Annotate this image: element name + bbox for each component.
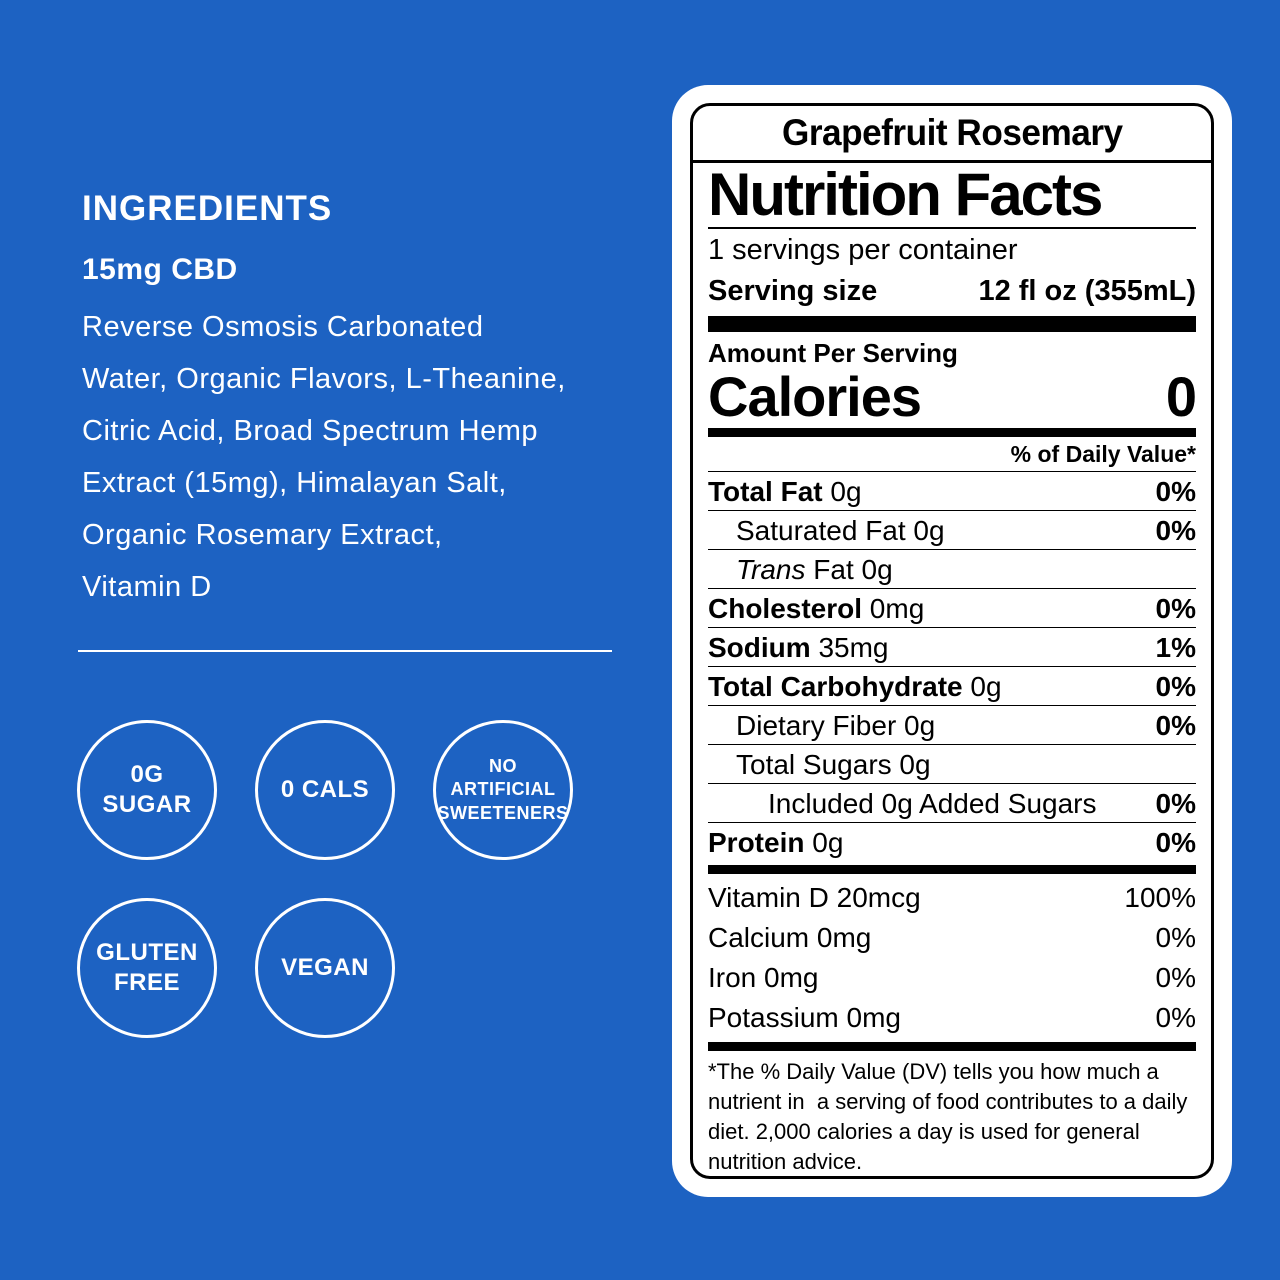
vitamin-row-calcium: Calcium 0mg 0% xyxy=(708,922,1196,954)
calories-value: 0 xyxy=(1165,365,1197,428)
horizontal-divider xyxy=(78,650,612,652)
dv-saturated-fat: 0% xyxy=(1155,515,1196,547)
amount-per-serving: Amount Per Serving xyxy=(708,338,958,368)
nutrient-row-total-fat: Total Fat 0g 0% xyxy=(708,472,1196,512)
calories-label: Calories xyxy=(708,365,922,428)
rule-under-title xyxy=(708,227,1196,229)
ingredients-text: Reverse Osmosis Carbonated Water, Organi… xyxy=(82,310,566,603)
nutrition-label-content: Nutrition Facts 1 servings per container… xyxy=(693,161,1211,1176)
dv-potassium: 0% xyxy=(1155,1002,1196,1034)
serving-size-row: Serving size 12 fl oz (355mL) xyxy=(708,275,1196,308)
calories-row: Calories 0 xyxy=(708,365,1197,428)
badge-gluten-free: GLUTEN FREE xyxy=(77,898,217,1038)
dv-iron: 0% xyxy=(1155,962,1196,994)
dv-calcium: 0% xyxy=(1155,922,1196,954)
dv-added-sugars: 0% xyxy=(1155,788,1196,820)
vitamin-row-vitamin-d: Vitamin D 20mcg 100% xyxy=(708,882,1196,914)
nutrient-row-protein: Protein 0g 0% xyxy=(708,827,1196,859)
nutrient-row-total-sugars: Total Sugars 0g xyxy=(708,745,1196,785)
ingredients-panel: INGREDIENTS 15mg CBD Reverse Osmosis Car… xyxy=(82,189,630,613)
nutrition-label-border: Grapefruit Rosemary Nutrition Facts 1 se… xyxy=(690,103,1214,1179)
badge-no-artificial-sweeteners: NO ARTIFICIAL SWEETENERS xyxy=(433,720,573,860)
flavor-title: Grapefruit Rosemary xyxy=(781,112,1123,153)
dv-dietary-fiber: 0% xyxy=(1155,710,1196,742)
nutrient-row-cholesterol: Cholesterol 0mg 0% xyxy=(708,589,1196,629)
daily-value-header: % of Daily Value* xyxy=(708,437,1196,473)
dv-protein: 0% xyxy=(1155,827,1196,859)
vitamin-row-iron: Iron 0mg 0% xyxy=(708,962,1196,994)
flavor-title-row: Grapefruit Rosemary xyxy=(693,106,1211,163)
dv-total-carbohydrate: 0% xyxy=(1155,671,1196,703)
dv-vitamin-d: 100% xyxy=(1124,882,1196,914)
badge-0g-sugar: 0G SUGAR xyxy=(77,720,217,860)
dv-sodium: 1% xyxy=(1155,632,1196,664)
nutrient-row-sodium: Sodium 35mg 1% xyxy=(708,628,1196,668)
daily-value-footnote: *The % Daily Value (DV) tells you how mu… xyxy=(708,1059,1194,1175)
thick-bar-top xyxy=(708,316,1196,332)
bar-above-vitamins xyxy=(708,865,1196,875)
badges-row-2: GLUTEN FREE VEGAN xyxy=(77,898,395,1038)
nutrient-row-trans-fat: Trans Fat 0g xyxy=(708,550,1196,590)
cbd-amount-line: 15mg CBD xyxy=(82,252,238,286)
bar-under-calories xyxy=(708,428,1196,438)
serving-size-value: 12 fl oz (355mL) xyxy=(978,275,1196,307)
bar-above-footnote xyxy=(708,1042,1196,1052)
nutrient-row-saturated-fat: Saturated Fat 0g 0% xyxy=(708,511,1196,551)
badge-0-cals: 0 CALS xyxy=(255,720,395,860)
badges-row-1: 0G SUGAR 0 CALS NO ARTIFICIAL SWEETENERS xyxy=(77,720,573,860)
nutrient-row-dietary-fiber: Dietary Fiber 0g 0% xyxy=(708,706,1196,746)
nutrition-facts-title: Nutrition Facts xyxy=(708,161,1103,228)
nutrient-row-added-sugars: Included 0g Added Sugars 0% xyxy=(708,784,1196,824)
ingredients-title: INGREDIENTS xyxy=(82,189,333,228)
dv-total-fat: 0% xyxy=(1155,476,1196,508)
dv-cholesterol: 0% xyxy=(1155,593,1196,625)
serving-size-label: Serving size xyxy=(708,275,878,307)
nutrition-label-card: Grapefruit Rosemary Nutrition Facts 1 se… xyxy=(672,85,1232,1197)
nutrient-row-total-carbohydrate: Total Carbohydrate 0g 0% xyxy=(708,667,1196,707)
servings-per-container: 1 servings per container xyxy=(708,234,1018,266)
vitamin-row-potassium: Potassium 0mg 0% xyxy=(708,1002,1196,1034)
badge-vegan: VEGAN xyxy=(255,898,395,1038)
